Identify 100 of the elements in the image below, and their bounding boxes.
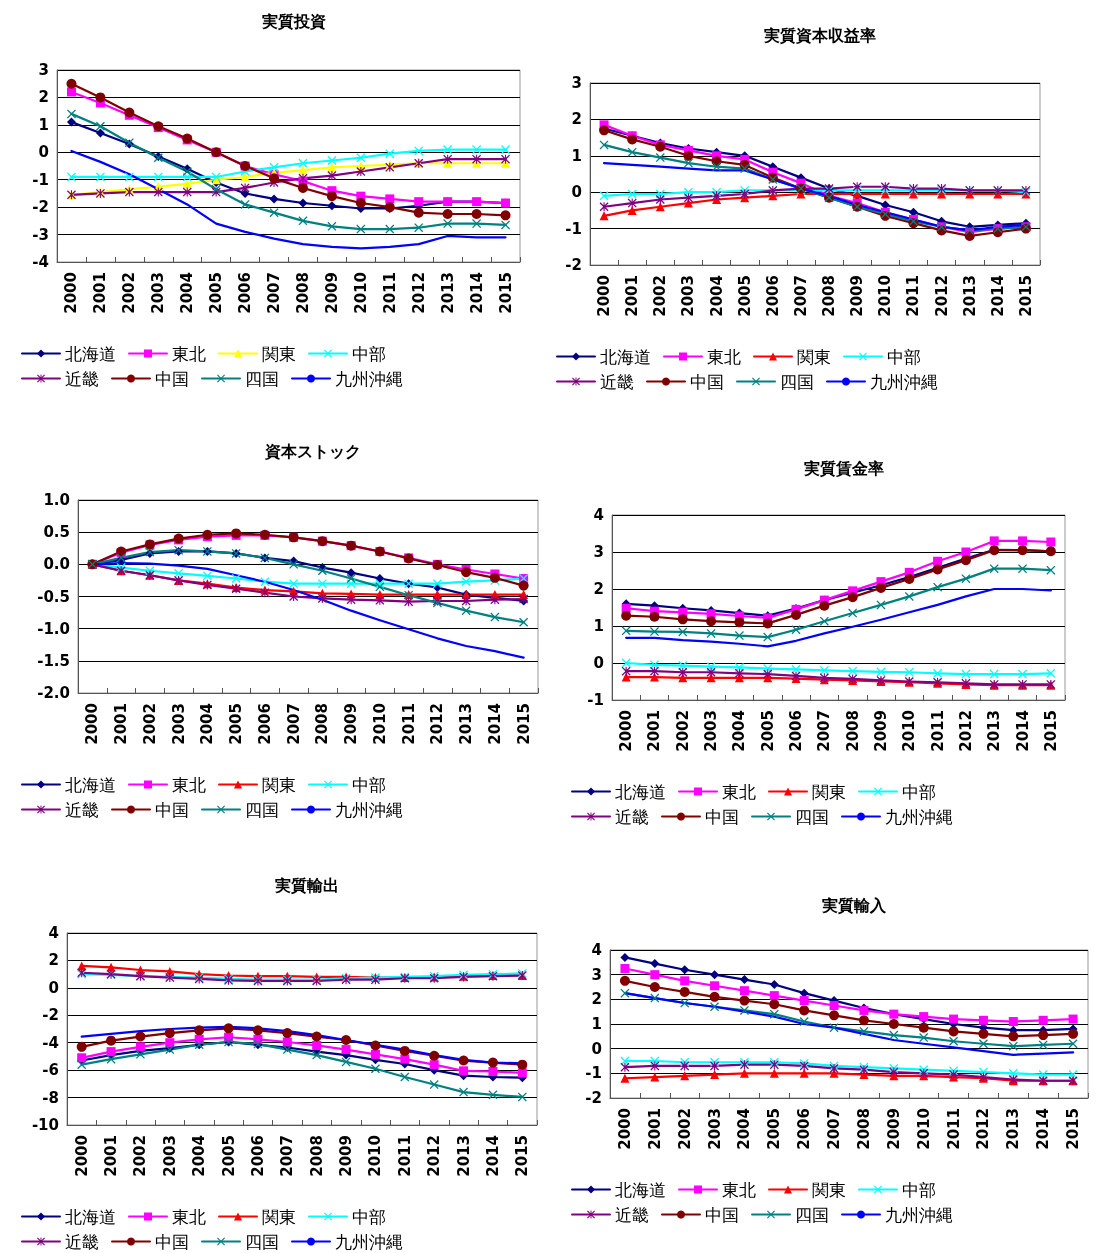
x-tick-label: 2014 [1013,710,1032,752]
legend-label: 四国 [795,806,829,827]
x-tick-label: 2011 [395,1135,414,1177]
legend-label: 中部 [902,781,936,802]
legend-label: 東北 [722,1179,756,1200]
x-tick-label: 2009 [337,1135,356,1177]
y-tick-label: -8 [42,1088,59,1107]
x-tick-label: 2009 [322,272,341,314]
x-tick-label: 2001 [645,1108,664,1150]
y-tick-label: -2 [565,256,582,274]
legend-label: 中国 [155,1231,189,1252]
x-tick-label: 2002 [140,703,159,745]
y-tick-label: 0 [38,143,49,162]
legend-label: 九州沖縄 [335,1231,403,1252]
y-tick-label: -1 [587,691,604,709]
legend-label: 北海道 [65,343,116,364]
y-tick-label: -6 [42,1061,59,1080]
x-tick-label: 2009 [848,275,867,317]
x-tick-label: 2010 [351,272,370,314]
x-tick-label: 2000 [595,275,614,317]
y-tick-label: -1 [585,1064,602,1083]
legend-label: 近畿 [615,1204,649,1225]
legend-label: 中部 [352,343,386,364]
x-tick-label: 2011 [380,272,399,314]
x-tick-label: 2012 [409,272,428,314]
x-tick-label: 2012 [932,275,951,317]
x-tick-label: 2001 [112,703,131,745]
y-tick-label: 0.5 [43,523,70,542]
x-tick-label: 2003 [705,1108,724,1150]
x-tick-label: 2011 [928,710,947,752]
legend-label: 九州沖縄 [335,368,403,389]
y-tick-label: -3 [32,225,49,244]
y-tick-label: -1.5 [37,651,70,670]
y-tick-label: 2 [571,110,582,129]
x-tick-label: 2006 [236,272,255,314]
x-tick-label: 2013 [985,710,1004,752]
legend-label: 東北 [722,781,756,802]
legend-label: 四国 [780,371,814,392]
x-tick-label: 2013 [454,1135,473,1177]
x-tick-label: 2014 [1034,1108,1053,1150]
x-tick-label: 2006 [795,1108,814,1150]
legend-label: 中国 [705,806,739,827]
x-tick-label: 2002 [651,275,670,317]
legend-label: 中部 [902,1179,936,1200]
y-tick-label: 2 [593,580,604,598]
x-tick-label: 2015 [513,1135,532,1177]
legend-label: 中国 [705,1204,739,1225]
x-tick-label: 2007 [284,703,303,745]
legend-label: 近畿 [600,371,634,392]
y-tick-label: -4 [32,253,49,271]
y-tick-label: -0.5 [37,587,70,606]
legend-label: 九州沖縄 [885,1204,953,1225]
x-tick-label: 2013 [1004,1108,1023,1150]
legend-label: 中部 [352,1206,386,1227]
legend-label: 関東 [797,346,831,367]
x-tick-label: 2007 [278,1135,297,1177]
legend-label: 東北 [172,1206,206,1227]
x-tick-label: 2007 [265,272,284,314]
y-tick-label: -4 [42,1033,59,1052]
y-tick-label: -2 [585,1089,602,1107]
x-tick-label: 2015 [514,703,533,745]
x-tick-label: 2008 [293,272,312,314]
x-tick-label: 2004 [730,710,749,752]
legend-label: 九州沖縄 [870,371,938,392]
legend-label: 中部 [352,774,386,795]
legend-label: 近畿 [615,806,649,827]
y-tick-label: 3 [571,74,582,92]
legend-label: 四国 [245,799,279,820]
x-tick-label: 2010 [914,1108,933,1150]
x-tick-label: 2005 [758,710,777,752]
x-tick-label: 2005 [227,703,246,745]
y-tick-label: 0 [593,654,604,672]
legend-label: 東北 [172,343,206,364]
x-tick-label: 2015 [1064,1108,1083,1150]
x-tick-label: 2002 [675,1108,694,1150]
y-tick-label: 0 [48,978,59,997]
y-tick-label: -2.0 [37,684,70,702]
legend-label: 近畿 [65,1231,99,1252]
y-tick-label: -2 [32,198,49,217]
y-tick-label: -10 [31,1116,59,1134]
y-tick-label: 2 [38,88,49,107]
y-tick-label: 3 [593,543,604,561]
legend-label: 東北 [172,774,206,795]
chart-title: 実質投資 [260,11,326,31]
x-tick-label: 2009 [884,1108,903,1150]
legend-label: 北海道 [615,781,666,802]
x-tick-label: 2012 [974,1108,993,1150]
x-tick-label: 2014 [467,272,486,314]
x-tick-label: 2011 [399,703,418,745]
y-tick-label: 0 [571,183,582,202]
y-tick-label: 1 [571,146,582,165]
y-tick-label: 1 [593,617,604,635]
x-tick-label: 2004 [735,1108,754,1150]
x-tick-label: 2007 [791,275,810,317]
legend-label: 四国 [245,368,279,389]
legend-label: 関東 [262,774,296,795]
x-tick-label: 2011 [904,275,923,317]
chart-title: 実質輸出 [274,875,339,895]
y-tick-label: 1.0 [43,491,70,509]
x-tick-label: 2008 [854,1108,873,1150]
